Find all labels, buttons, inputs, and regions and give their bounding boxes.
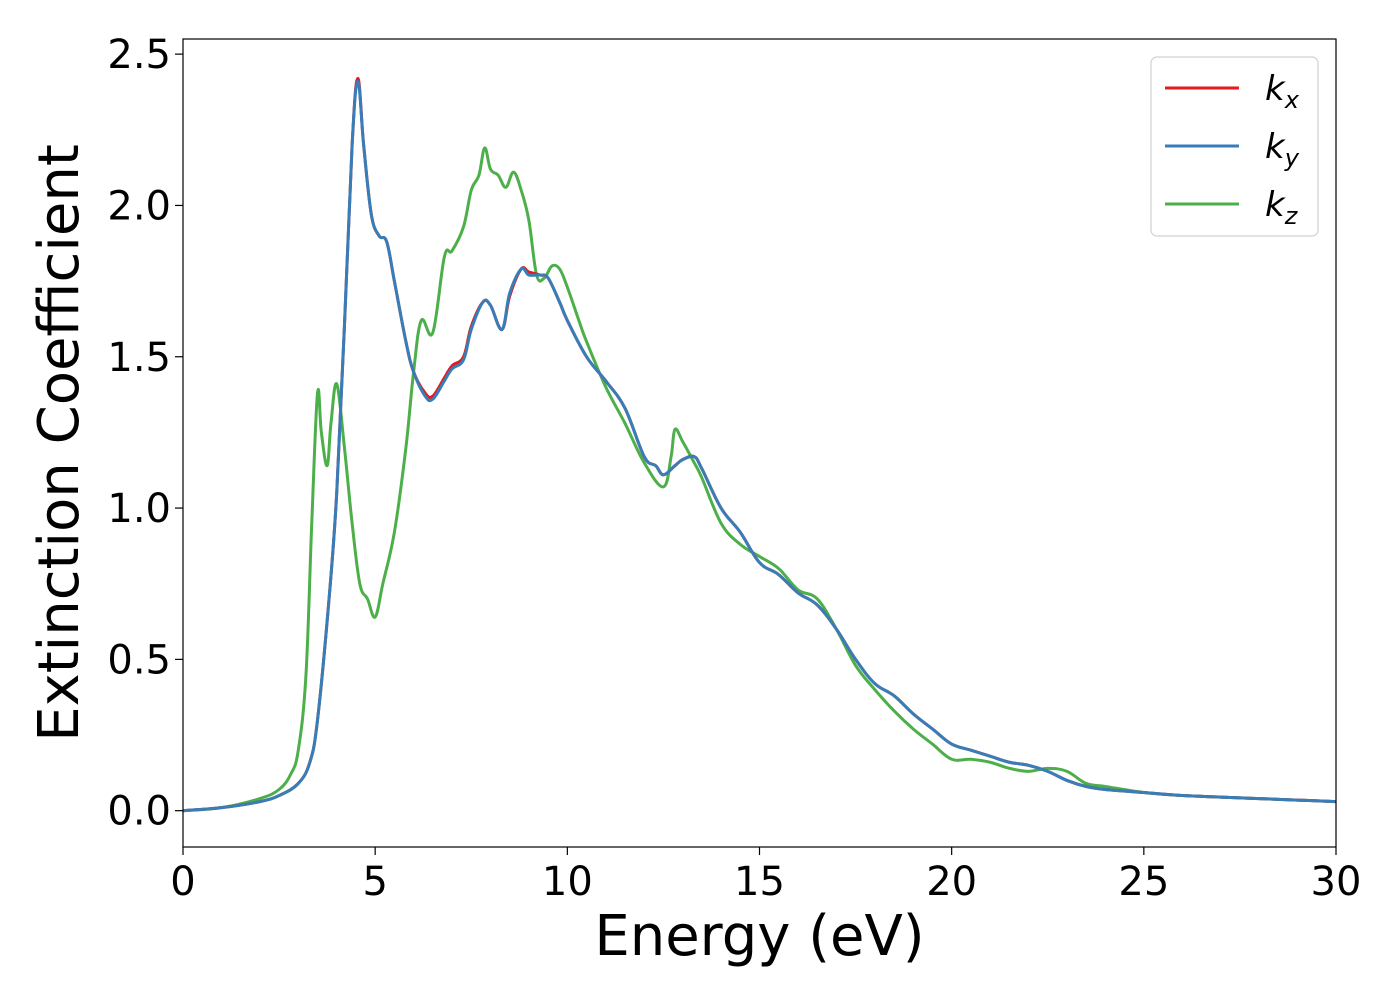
legend-label-ky: ky xyxy=(1265,127,1300,172)
y-tick-label: 2.5 xyxy=(107,32,171,78)
x-tick-label: 10 xyxy=(542,859,593,905)
y-axis-ticks: 0.0 0.5 1.0 1.5 2.0 2.5 xyxy=(107,32,183,835)
x-tick-label: 15 xyxy=(734,859,785,905)
x-tick-label: 25 xyxy=(1118,859,1169,905)
y-tick-label: 0.5 xyxy=(107,637,171,683)
x-tick-label: 20 xyxy=(926,859,977,905)
x-tick-label: 0 xyxy=(170,859,195,905)
y-tick-label: 2.0 xyxy=(107,183,171,229)
series-line-kz xyxy=(183,146,1336,813)
legend-label-kx: kx xyxy=(1265,69,1300,114)
legend-label-kz: kz xyxy=(1265,185,1299,230)
x-axis-title: Energy (eV) xyxy=(594,904,924,969)
y-axis-title: Extinction Coefficient xyxy=(27,144,92,742)
series-layer xyxy=(183,76,1336,813)
series-line-ky xyxy=(183,79,1336,813)
x-tick-label: 5 xyxy=(362,859,387,905)
x-tick-label: 30 xyxy=(1311,859,1362,905)
y-tick-label: 1.0 xyxy=(107,486,171,532)
legend: kx ky kz xyxy=(1150,56,1319,237)
x-axis-ticks: 0 5 10 15 20 25 30 xyxy=(170,847,1361,905)
y-tick-label: 1.5 xyxy=(107,335,171,381)
y-tick-label: 0.0 xyxy=(107,789,171,835)
